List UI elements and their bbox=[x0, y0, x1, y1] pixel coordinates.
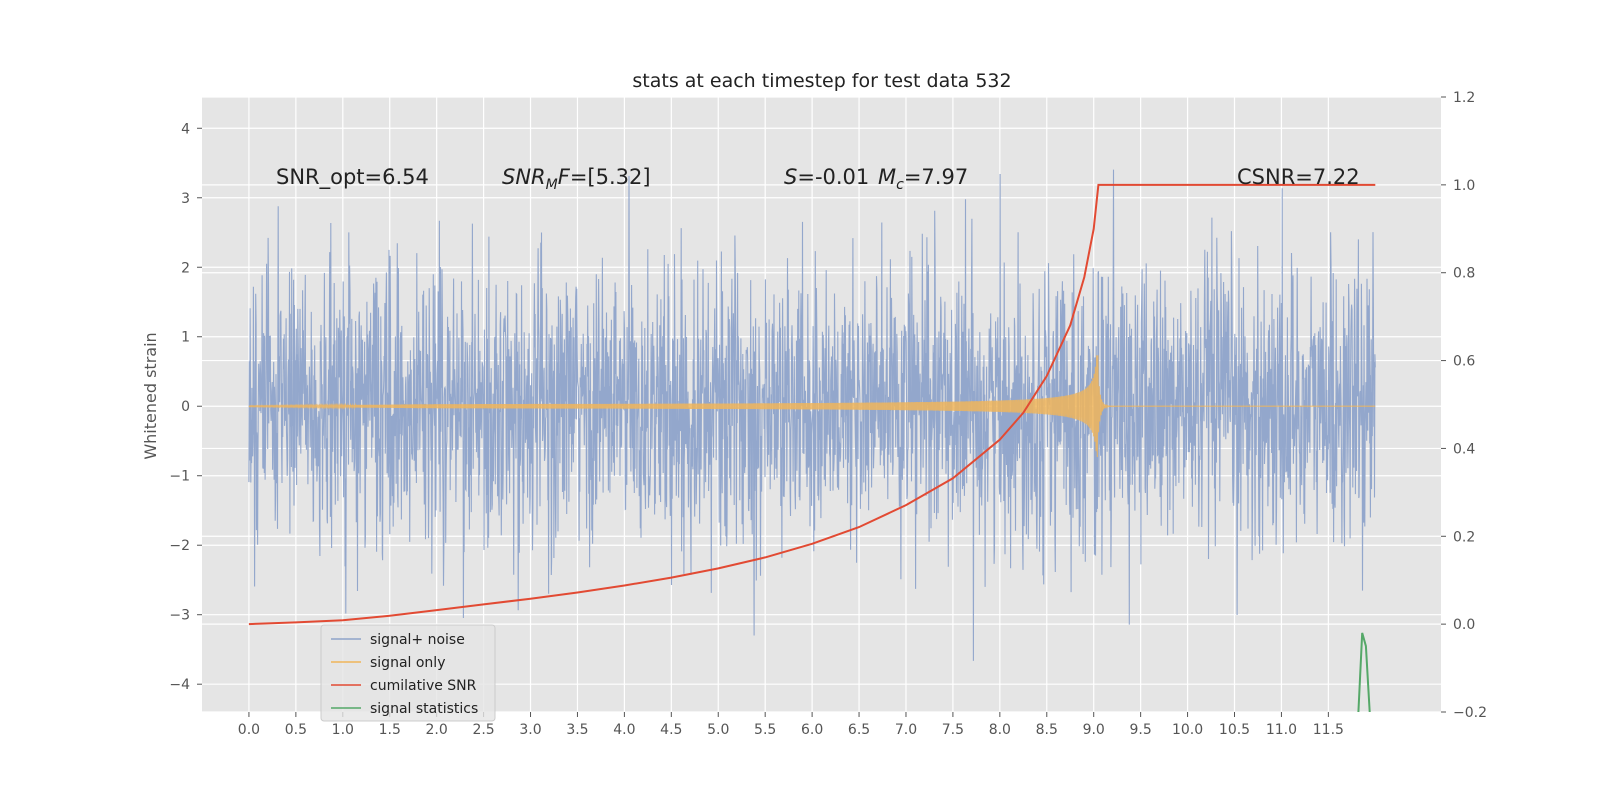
snr-mf-subscript: M bbox=[546, 177, 558, 193]
x-tick-label: 1.0 bbox=[332, 722, 354, 738]
legend: signal+ noise signal only cumilative SNR… bbox=[320, 624, 496, 722]
x-tick-label: 2.0 bbox=[426, 722, 448, 738]
x-tick-label: 11.5 bbox=[1313, 722, 1344, 738]
x-tick-label: 0.0 bbox=[238, 722, 260, 738]
legend-label-stat: signal statistics bbox=[370, 701, 478, 717]
x-tick-label: 10.0 bbox=[1172, 722, 1203, 738]
legend-box bbox=[320, 624, 496, 722]
snr-mf-f: F bbox=[558, 165, 571, 189]
x-tick-label: 8.5 bbox=[1036, 722, 1058, 738]
x-tick-label: 10.5 bbox=[1219, 722, 1250, 738]
s-value: =-0.01 bbox=[797, 165, 869, 189]
y-tick-label: 3 bbox=[181, 191, 190, 207]
snr-mf-symbol: SNR bbox=[502, 165, 546, 189]
chart-title: stats at each timestep for test data 532 bbox=[632, 70, 1011, 92]
x-tick-label: 4.0 bbox=[613, 722, 635, 738]
y2-tick-label: −0.2 bbox=[1453, 705, 1487, 721]
x-tick-label: 3.5 bbox=[566, 722, 588, 738]
annotation-s: S=-0.01 bbox=[784, 165, 869, 189]
y2-tick-label: 0.8 bbox=[1453, 266, 1475, 282]
x-tick-label: 5.0 bbox=[707, 722, 729, 738]
y-tick-label: 0 bbox=[181, 399, 190, 415]
legend-label-csnr: cumilative SNR bbox=[370, 678, 477, 694]
annotation-mc: Mc=7.97 bbox=[878, 165, 968, 193]
y-tick-label: 1 bbox=[181, 330, 190, 346]
series-cumulative-snr bbox=[248, 183, 1376, 626]
series-signal-statistics bbox=[1357, 632, 1371, 713]
y2-tick-label: 0.0 bbox=[1453, 617, 1475, 633]
x-tick-label: 1.5 bbox=[379, 722, 401, 738]
annotation-snr-opt: SNR_opt=6.54 bbox=[276, 165, 429, 190]
x-tick-label: 0.5 bbox=[285, 722, 307, 738]
x-tick-label: 9.0 bbox=[1083, 722, 1105, 738]
legend-label-signal: signal only bbox=[370, 655, 445, 671]
y2-tick-label: 1.2 bbox=[1453, 90, 1475, 106]
y-tick-label: −3 bbox=[169, 608, 190, 624]
x-tick-label: 9.5 bbox=[1130, 722, 1152, 738]
annotation-csnr: CSNR=7.22 bbox=[1237, 165, 1360, 189]
series-signal-only bbox=[248, 355, 1376, 458]
x-tick-label: 5.5 bbox=[754, 722, 776, 738]
y-tick-label: −1 bbox=[169, 469, 190, 485]
axes-layer: 0.0 0.5 1.0 1.5 2.0 2.5 3.0 3.5 4.0 4.5 5.0 5.5 6.0 6… bbox=[169, 90, 1487, 738]
mc-value: =7.97 bbox=[904, 165, 968, 189]
y2-tick-label: 0.6 bbox=[1453, 354, 1475, 370]
y2-tick-label: 0.4 bbox=[1453, 441, 1475, 457]
csnr-layer bbox=[248, 183, 1376, 626]
y-tick-label: −4 bbox=[169, 677, 190, 693]
x-tick-label: 4.5 bbox=[660, 722, 682, 738]
x-tick-label: 7.0 bbox=[895, 722, 917, 738]
y-tick-label: 2 bbox=[181, 260, 190, 276]
x-tick-label: 6.5 bbox=[848, 722, 870, 738]
mc-subscript: c bbox=[896, 177, 904, 193]
x-tick-label: 7.5 bbox=[942, 722, 964, 738]
y2-tick-label: 1.0 bbox=[1453, 178, 1475, 194]
snr-mf-value: =[5.32] bbox=[570, 165, 651, 189]
stat-layer bbox=[1357, 632, 1371, 713]
x-tick-label: 6.0 bbox=[801, 722, 823, 738]
x-tick-label: 8.0 bbox=[989, 722, 1011, 738]
signal-layer bbox=[248, 355, 1376, 458]
y2-tick-label: 0.2 bbox=[1453, 529, 1475, 545]
x-tick-label: 3.0 bbox=[519, 722, 541, 738]
y-axis-label: Whitened strain bbox=[141, 332, 160, 459]
x-tick-label: 2.5 bbox=[472, 722, 494, 738]
legend-label-noise: signal+ noise bbox=[370, 632, 465, 648]
s-symbol: S bbox=[784, 165, 797, 189]
noise-layer bbox=[248, 169, 1376, 661]
y-tick-label: −2 bbox=[169, 538, 190, 554]
annotation-snr-mf: SNRMF=[5.32] bbox=[502, 165, 651, 193]
y-tick-label: 4 bbox=[181, 121, 190, 137]
x-tick-label: 11.0 bbox=[1266, 722, 1297, 738]
mc-symbol: M bbox=[878, 165, 896, 189]
series-signal-noise bbox=[248, 169, 1376, 661]
